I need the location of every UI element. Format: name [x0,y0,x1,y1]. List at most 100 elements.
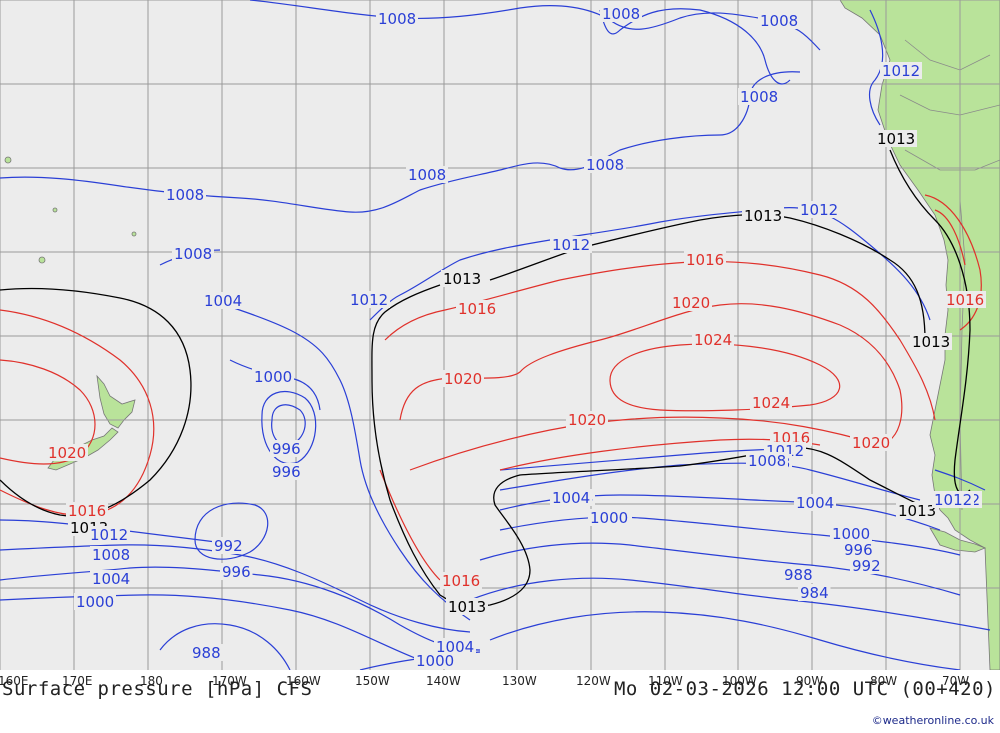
contour-label: 1008 [92,546,130,564]
island [4,156,12,164]
contour-label: 1016 [68,502,106,520]
contour-label-background [414,652,456,669]
contour-label-background [588,509,630,526]
isobar-1008-loop [599,8,791,85]
contour-label: 1013 [443,270,481,288]
contour-label: 1008 [748,452,786,470]
border-line [899,94,1000,116]
contour-label-background [550,489,592,506]
contour-label-background [46,444,88,461]
contour-label-background [750,394,792,411]
contour-label-background [584,156,626,173]
contour-label-background [456,300,498,317]
isobar-996-low-1 [271,404,306,446]
contour-label-background [90,546,132,563]
contour-label: 1004 [552,489,590,507]
isobar-988-east [489,611,961,671]
isobar-1012-main [369,207,931,321]
contour-label: 1013 [898,502,936,520]
contour-label-background [90,570,132,587]
contour-label: 996 [272,463,301,481]
tierra-del-fuego [929,527,987,553]
contour-label-background [850,434,892,451]
contour-label: 1008 [760,12,798,30]
contour-label: 1016 [946,291,984,309]
contour-label: 1008 [408,166,446,184]
contour-label-background [875,130,917,147]
contour-label: 1013 [744,207,782,225]
contour-label: 1012 [90,526,128,544]
credit-link[interactable]: ©weatheronline.co.uk [871,714,994,727]
isobar-1020-lower [409,416,881,471]
longitude-label: 160W [286,674,321,688]
contour-label: 1000 [76,593,114,611]
contour-label-background [442,370,484,387]
isobar-1016-sa [924,194,982,331]
contour-label-background [758,12,800,29]
contour-label: 1020 [852,434,890,452]
contour-label: 1004 [796,494,834,512]
contour-label-background [770,429,812,446]
contour-label-background [742,207,784,224]
contour-label: 996 [844,541,873,559]
map-footer: 160E 170E 180 170W 160W 150W 140W 130W 120W 110W 1… [0,670,1000,733]
contour-label: 996 [272,440,301,458]
contour-label: 1012 [350,291,388,309]
contour-label: 1020 [48,444,86,462]
contour-label: 1013 [448,598,486,616]
longitude-label: 150W [355,674,390,688]
isobar-1004-west [209,299,471,621]
longitude-label: 70W [942,674,970,688]
island [52,207,58,213]
contour-label-background [782,566,815,583]
contour-label: 1013 [877,130,915,148]
island [38,256,46,264]
contour-label: 1020 [444,370,482,388]
country-borders [899,39,1000,511]
isobar-1013-main [0,287,192,517]
contour-label-background [376,10,418,27]
longitude-label: 170W [212,674,247,688]
contour-label: 1020 [568,411,606,429]
contour-label: 1020 [672,294,710,312]
contour-label-background [270,440,303,457]
contour-label: 1008 [740,88,778,106]
border-line [904,149,1000,171]
isobar-1012-right [868,9,884,126]
longitude-label: 90W [796,674,824,688]
contour-label: 1024 [752,394,790,412]
isobar-988-south [159,623,291,671]
contour-label-background [441,270,483,287]
longitude-label: 170E [62,674,93,688]
contour-label-background [550,236,592,253]
contour-label: 1004 [436,638,474,656]
contour-label: 1008 [602,5,640,23]
contour-label-background [446,598,488,615]
longitude-label: 120W [576,674,611,688]
contour-label-background [910,333,952,350]
contour-label-background [270,463,303,480]
contour-label-background [684,251,726,268]
border-line [904,39,991,71]
contour-label: 1000 [416,652,454,670]
new-zealand-north-island [96,374,136,429]
longitude-label: 140W [426,674,461,688]
map-canvas: 1008 1008 10081008100810081008100810121013… [0,0,1000,671]
contour-label: 1008 [174,245,212,263]
contour-label-background [880,62,922,79]
contour-label: 988 [192,644,221,662]
contour-label-background [190,644,223,661]
longitude-label: 100W [722,674,757,688]
contour-label-background [830,525,872,542]
contour-label-background [88,526,130,543]
contour-label-background [252,368,294,385]
pressure-map: 1008 1008 1008 1008 1008 1008 1008 1008 1012 1013… [0,0,1000,671]
isobar-1024-ring [609,343,841,412]
contour-labels: 1008 1008 10081008100810081008100810121013… [46,5,986,670]
map-datetime: Mo 02-03-2026 12:00 UTC (00+420) [613,678,996,700]
contour-label-background [74,593,116,610]
isobar-1008-south [0,544,471,633]
ocean-background [0,0,1000,670]
contour-label-background [600,5,642,22]
isobar-992-ring [194,502,269,560]
